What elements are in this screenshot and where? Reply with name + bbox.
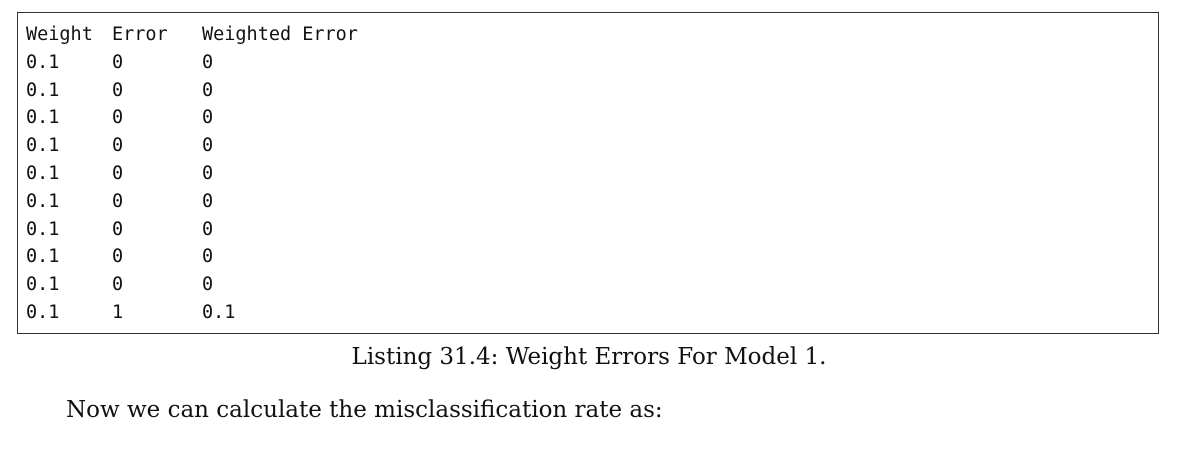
listing-caption: Listing 31.4: Weight Errors For Model 1.: [351, 344, 827, 370]
weighted-error-cell: 0: [202, 162, 214, 184]
weight-cell: 0.1: [26, 246, 60, 268]
weight-cell: 0.1: [26, 135, 60, 157]
weight-cell: 0.1: [26, 274, 60, 296]
table-header-row: Weight Error Weighted Error: [26, 21, 358, 49]
error-cell: 0: [112, 190, 124, 212]
weight-cell: 0.1: [26, 79, 60, 101]
weighted-error-cell: 0: [202, 107, 214, 129]
error-cell: 0: [112, 51, 124, 73]
weight-error-table: Weight Error Weighted Error 0.1 0 0 0.1 …: [26, 21, 358, 327]
error-cell: 0: [112, 218, 124, 240]
table-row: 0.1 0 0: [26, 271, 358, 299]
table-row: 0.1 0 0: [26, 216, 358, 244]
code-listing: Weight Error Weighted Error 0.1 0 0 0.1 …: [17, 12, 1159, 334]
weight-cell: 0.1: [26, 218, 60, 240]
table-row: 0.1 0 0: [26, 132, 358, 160]
error-cell: 0: [112, 107, 124, 129]
weight-cell: 0.1: [26, 162, 60, 184]
error-cell: 1: [112, 301, 124, 323]
table-row: 0.1 0 0: [26, 243, 358, 271]
weight-cell: 0.1: [26, 190, 60, 212]
table-row: 0.1 0 0: [26, 104, 358, 132]
table-row: 0.1 0 0: [26, 49, 358, 77]
weighted-error-cell: 0: [202, 135, 214, 157]
header-error: Error: [112, 24, 168, 45]
table-row: 0.1 0 0: [26, 188, 358, 216]
table-row: 0.1 1 0.1: [26, 299, 358, 327]
error-cell: 0: [112, 246, 124, 268]
header-weight: Weight: [26, 24, 93, 45]
weighted-error-cell: 0: [202, 190, 214, 212]
error-cell: 0: [112, 79, 124, 101]
header-weighted-error: Weighted Error: [202, 24, 358, 45]
table-row: 0.1 0 0: [26, 77, 358, 105]
weight-cell: 0.1: [26, 107, 60, 129]
weighted-error-cell: 0: [202, 79, 214, 101]
weight-cell: 0.1: [26, 51, 60, 73]
weight-cell: 0.1: [26, 301, 60, 323]
weighted-error-cell: 0: [202, 51, 214, 73]
weighted-error-cell: 0: [202, 246, 214, 268]
weighted-error-cell: 0.1: [202, 301, 236, 323]
table-row: 0.1 0 0: [26, 160, 358, 188]
error-cell: 0: [112, 162, 124, 184]
body-paragraph: Now we can calculate the misclassificati…: [66, 397, 663, 423]
weighted-error-cell: 0: [202, 218, 214, 240]
weighted-error-cell: 0: [202, 274, 214, 296]
error-cell: 0: [112, 135, 124, 157]
error-cell: 0: [112, 274, 124, 296]
